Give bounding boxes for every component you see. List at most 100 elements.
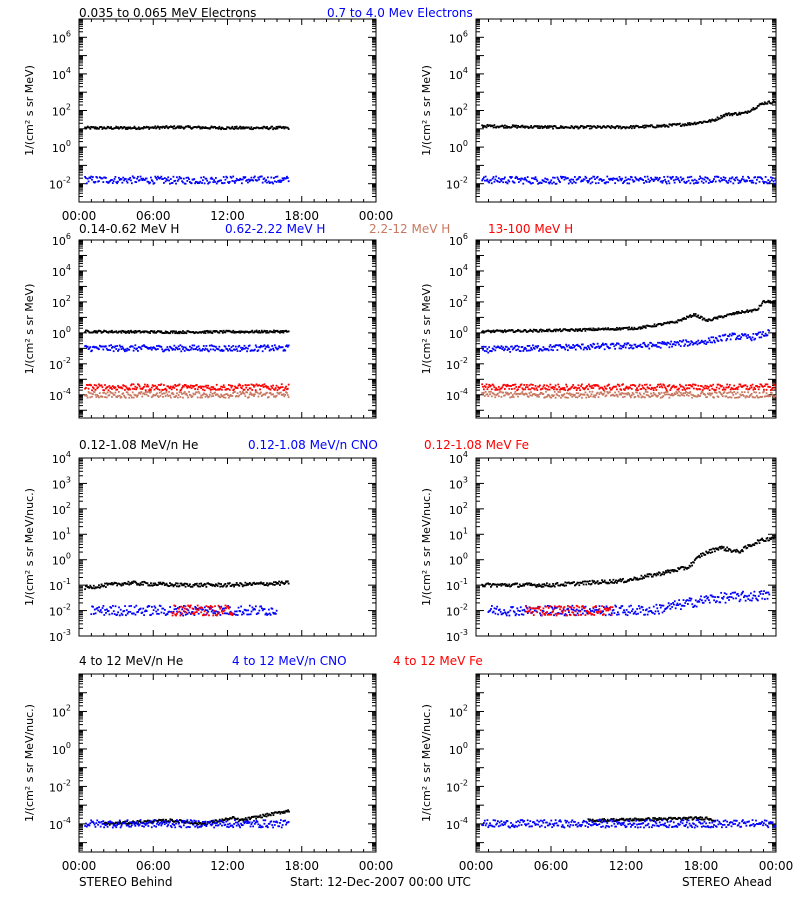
data-point bbox=[120, 126, 123, 128]
data-point bbox=[98, 584, 100, 587]
data-point bbox=[153, 605, 156, 608]
data-point bbox=[672, 394, 675, 396]
data-point bbox=[548, 345, 551, 348]
data-point bbox=[742, 334, 745, 337]
data-point bbox=[506, 349, 509, 351]
data-point bbox=[688, 176, 691, 179]
data-point bbox=[184, 585, 187, 588]
data-point bbox=[644, 326, 647, 329]
data-point bbox=[234, 125, 236, 128]
data-point bbox=[242, 126, 245, 128]
data-point bbox=[562, 388, 565, 391]
data-point bbox=[186, 386, 189, 389]
data-point bbox=[175, 582, 177, 585]
data-point bbox=[506, 383, 509, 386]
data-point bbox=[208, 350, 210, 353]
data-point bbox=[773, 384, 776, 387]
data-point bbox=[505, 385, 508, 388]
data-point bbox=[175, 394, 177, 397]
data-point bbox=[269, 388, 272, 391]
data-point bbox=[594, 328, 596, 331]
data-point bbox=[158, 330, 161, 333]
data-point bbox=[525, 347, 527, 350]
data-point bbox=[120, 331, 123, 334]
data-point bbox=[746, 309, 749, 312]
data-point bbox=[176, 125, 179, 128]
data-point bbox=[579, 176, 582, 179]
data-point bbox=[753, 391, 756, 394]
data-point bbox=[670, 123, 673, 126]
x-tick-label: 00:00 bbox=[359, 209, 394, 223]
data-point bbox=[560, 177, 563, 180]
y-axis-label: 1/(cm² s sr MeV) bbox=[23, 284, 36, 375]
data-point bbox=[572, 393, 575, 396]
data-point bbox=[270, 348, 273, 351]
data-point bbox=[547, 349, 550, 352]
plot-frame bbox=[475, 18, 777, 203]
data-point bbox=[548, 395, 551, 397]
data-point bbox=[712, 383, 715, 386]
data-point bbox=[511, 388, 513, 390]
data-point bbox=[628, 347, 631, 350]
data-point bbox=[682, 386, 685, 389]
data-point bbox=[175, 182, 177, 185]
data-point bbox=[655, 325, 658, 328]
data-point bbox=[94, 331, 97, 334]
data-point bbox=[638, 392, 641, 395]
data-point bbox=[621, 392, 624, 395]
data-point bbox=[210, 395, 213, 398]
data-point bbox=[481, 383, 484, 386]
chart-title-red: 13-100 MeV H bbox=[488, 222, 573, 236]
data-point bbox=[230, 176, 233, 179]
data-point bbox=[748, 396, 750, 398]
data-point bbox=[93, 127, 96, 130]
data-point bbox=[228, 582, 231, 584]
data-point bbox=[675, 390, 678, 393]
data-point bbox=[253, 175, 256, 178]
data-point bbox=[511, 329, 514, 332]
data-point bbox=[282, 349, 285, 352]
data-point bbox=[189, 125, 191, 128]
data-point bbox=[243, 331, 246, 334]
data-point bbox=[260, 331, 262, 334]
data-point bbox=[658, 345, 660, 348]
data-point bbox=[741, 333, 743, 335]
data-point bbox=[209, 348, 212, 351]
data-point bbox=[637, 327, 639, 330]
data-point bbox=[265, 331, 268, 334]
data-point bbox=[769, 386, 771, 388]
data-point bbox=[287, 344, 290, 347]
data-point bbox=[238, 330, 241, 333]
data-point bbox=[163, 126, 165, 128]
data-point bbox=[529, 181, 532, 184]
data-point bbox=[700, 341, 702, 344]
data-point bbox=[505, 392, 508, 395]
data-point bbox=[687, 340, 690, 343]
data-point bbox=[279, 584, 281, 586]
data-point bbox=[658, 124, 660, 127]
data-point bbox=[725, 180, 728, 182]
data-point bbox=[247, 583, 250, 585]
data-point bbox=[221, 386, 224, 388]
data-point bbox=[139, 175, 142, 178]
data-point bbox=[613, 177, 616, 180]
data-point bbox=[768, 329, 771, 332]
data-point bbox=[494, 396, 497, 399]
data-point bbox=[277, 347, 280, 350]
data-point bbox=[487, 351, 490, 354]
data-point bbox=[104, 392, 107, 395]
data-point bbox=[524, 177, 526, 179]
data-point bbox=[240, 178, 242, 181]
data-point bbox=[490, 390, 492, 393]
data-point bbox=[665, 343, 668, 346]
data-point bbox=[135, 604, 138, 607]
data-point bbox=[530, 182, 533, 185]
data-point bbox=[98, 396, 100, 399]
data-point bbox=[202, 176, 205, 178]
data-point bbox=[262, 345, 265, 348]
data-point bbox=[567, 389, 569, 392]
data-point bbox=[503, 349, 505, 352]
data-point bbox=[548, 182, 551, 185]
data-point bbox=[638, 383, 641, 386]
